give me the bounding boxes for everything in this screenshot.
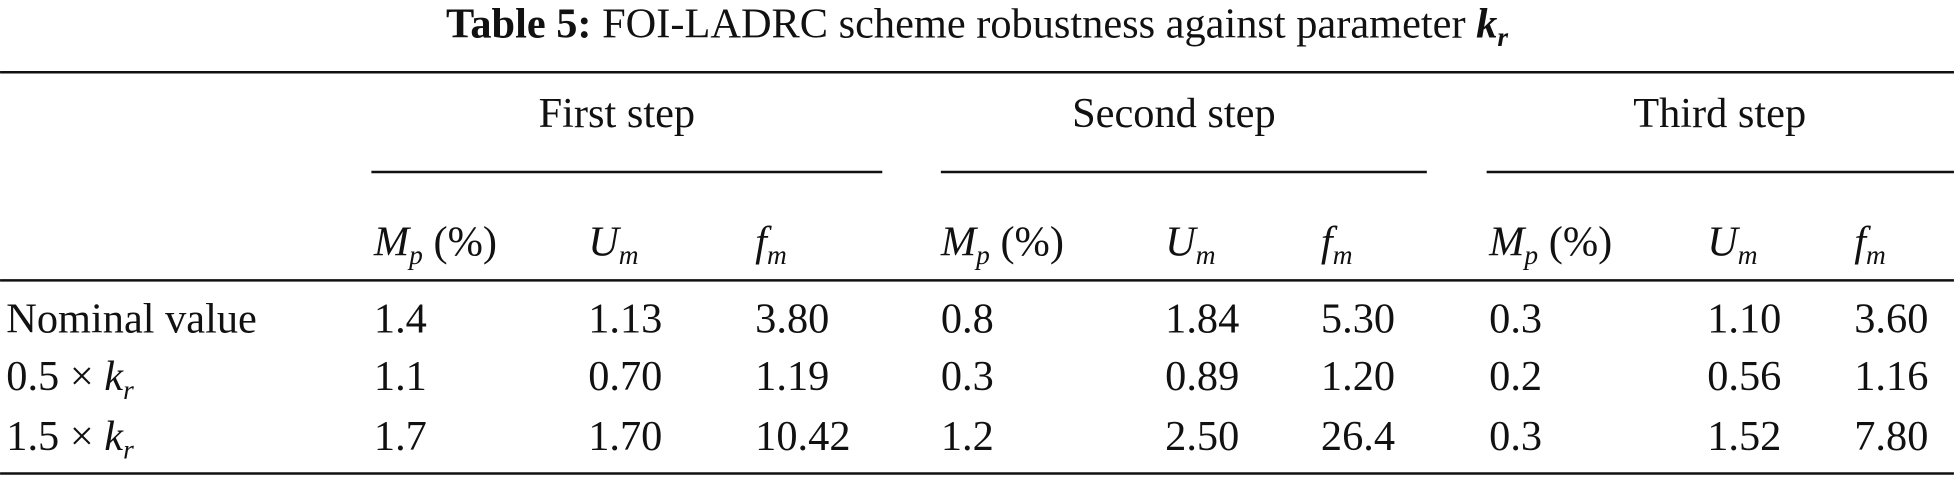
title-label: Table 5: <box>446 0 592 47</box>
column-header: fm <box>1854 218 1886 270</box>
cell: 10.42 <box>755 413 850 460</box>
column-header: fm <box>755 218 787 270</box>
symbol: U <box>588 218 621 265</box>
group-header: Second step <box>1072 90 1276 137</box>
subscript: m <box>1196 240 1216 270</box>
cell: 3.80 <box>755 296 829 343</box>
symbol: k <box>104 353 124 400</box>
cell: 1.13 <box>588 296 662 343</box>
symbol: M <box>940 218 979 265</box>
cell: 0.70 <box>588 353 662 400</box>
subscript: m <box>1866 240 1886 270</box>
group-header: First step <box>539 90 696 137</box>
cell: 1.4 <box>374 296 427 343</box>
subscript: m <box>1738 240 1758 270</box>
symbol: k <box>104 413 124 460</box>
symbol: U <box>1707 218 1740 265</box>
subscript: r <box>123 375 134 405</box>
title-subscript: r <box>1497 22 1508 52</box>
cell: 2.50 <box>1165 413 1239 460</box>
factor: 0.5 × <box>6 353 93 400</box>
cell: 1.16 <box>1854 353 1928 400</box>
unit: (%) <box>990 218 1064 265</box>
column-header: Mp (%) <box>940 218 1064 270</box>
cell: 0.56 <box>1707 353 1781 400</box>
row-label: 0.5 × kr <box>6 353 134 405</box>
column-header: Mp (%) <box>1488 218 1612 270</box>
cell: 1.84 <box>1165 296 1239 343</box>
title-text: FOI-LADRC scheme robustness against para… <box>602 0 1465 47</box>
symbol: M <box>1488 218 1527 265</box>
subscript: r <box>123 435 134 465</box>
cell: 1.1 <box>374 353 427 400</box>
cell: 1.52 <box>1707 413 1781 460</box>
column-header: Um <box>1707 218 1757 270</box>
cell: 1.20 <box>1321 353 1395 400</box>
cell: 0.89 <box>1165 353 1239 400</box>
cell: 0.3 <box>941 353 994 400</box>
symbol: U <box>1165 218 1198 265</box>
cell: 1.70 <box>588 413 662 460</box>
title-symbol: k <box>1476 0 1497 47</box>
subscript: p <box>407 240 423 270</box>
cell: 5.30 <box>1321 296 1395 343</box>
subscript: m <box>619 240 639 270</box>
column-header: fm <box>1321 218 1353 270</box>
column-header: Mp (%) <box>373 218 497 270</box>
unit: (%) <box>423 218 497 265</box>
table-title: Table 5: FOI-LADRC scheme robustness aga… <box>446 0 1508 52</box>
subscript: p <box>1522 240 1538 270</box>
row-label: 1.5 × kr <box>6 413 134 465</box>
cell: 26.4 <box>1321 413 1395 460</box>
cell: 0.2 <box>1489 353 1542 400</box>
cell: 0.8 <box>941 296 994 343</box>
subscript: p <box>974 240 990 270</box>
cell: 1.10 <box>1707 296 1781 343</box>
cell: 0.3 <box>1489 296 1542 343</box>
cell: 7.80 <box>1854 413 1928 460</box>
factor: 1.5 × <box>6 413 93 460</box>
column-header: Um <box>1165 218 1215 270</box>
cell: 1.7 <box>374 413 427 460</box>
cell: 1.2 <box>941 413 994 460</box>
column-header: Um <box>588 218 638 270</box>
unit: (%) <box>1538 218 1612 265</box>
cell: 0.3 <box>1489 413 1542 460</box>
row-label: Nominal value <box>6 296 257 343</box>
cell: 1.19 <box>755 353 829 400</box>
group-header: Third step <box>1633 90 1806 137</box>
subscript: m <box>1333 240 1353 270</box>
symbol: M <box>373 218 412 265</box>
subscript: m <box>767 240 787 270</box>
cell: 3.60 <box>1854 296 1928 343</box>
